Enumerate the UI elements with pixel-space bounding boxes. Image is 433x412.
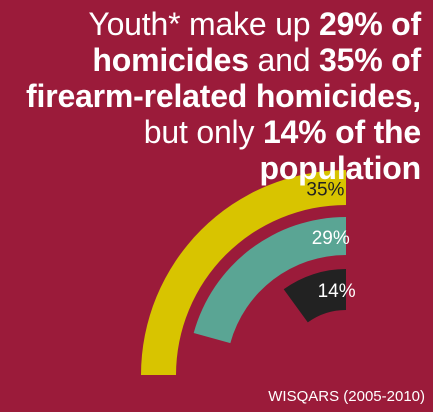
headline: Youth* make up 29% of homicides and 35% … <box>1 6 421 186</box>
arc-homicides <box>193 217 346 344</box>
headline-line-2: homicides and 35% of <box>1 42 421 78</box>
arc-series <box>141 170 346 375</box>
homicide-share-text: 29% of <box>319 6 421 42</box>
arc-labels: 14% 29% 35% <box>306 180 355 302</box>
homicides-text: homicides <box>92 42 249 78</box>
arc-population <box>283 269 346 323</box>
population-share-text: 14% of the <box>262 114 421 150</box>
headline-line-1: Youth* make up 29% of <box>1 6 421 42</box>
arc-population-label: 14% <box>318 281 356 302</box>
arc-firearm-label: 35% <box>306 180 344 201</box>
arc-homicides-label: 29% <box>312 228 350 249</box>
arc-firearm <box>141 170 346 375</box>
source-note: WISQARS (2005-2010) <box>268 388 425 405</box>
headline-line-5: population <box>259 150 421 186</box>
but-only-text: but only <box>143 114 263 150</box>
headline-text: Youth* make up <box>88 6 320 42</box>
firearm-share-text: 35% of <box>319 42 421 78</box>
headline-line-4: but only 14% of the <box>1 114 421 150</box>
conjunction-text: and <box>248 42 320 78</box>
headline-line-3: firearm-related homicides, <box>26 78 421 114</box>
